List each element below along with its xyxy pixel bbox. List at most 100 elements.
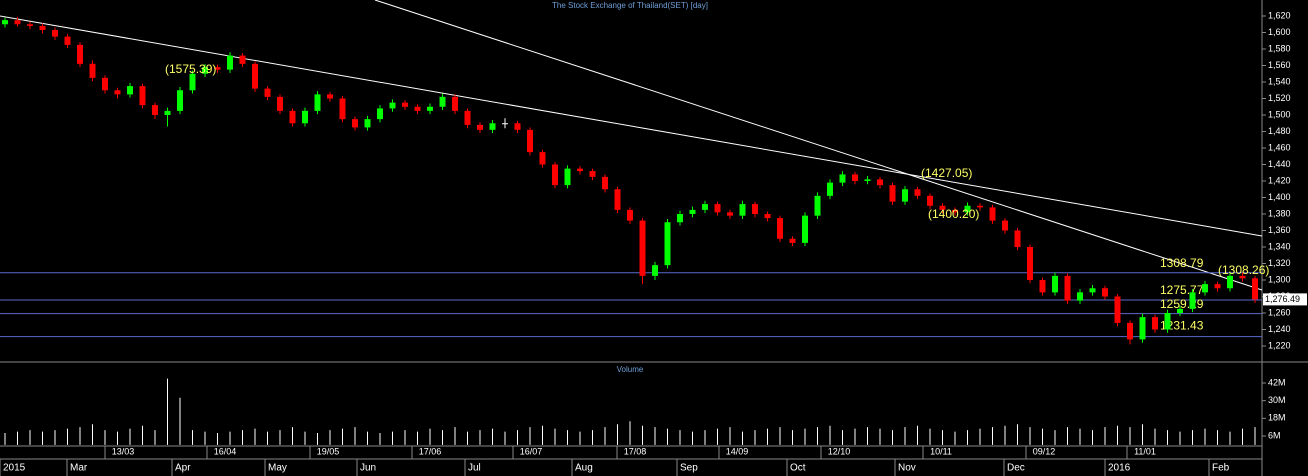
- candle-body: [689, 209, 696, 214]
- y-tick-label: 1,560: [1268, 60, 1291, 70]
- volume-tick-label: 30M: [1268, 395, 1286, 405]
- candle-body: [914, 189, 921, 196]
- x-tick-label: Jun: [360, 463, 376, 474]
- candle-body: [727, 212, 733, 216]
- candle-body: [427, 106, 433, 111]
- candle-body: [289, 110, 296, 124]
- candle-body: [614, 189, 621, 210]
- y-tick-label: 1,240: [1268, 324, 1291, 334]
- x-tick-label: 17/06: [419, 446, 442, 456]
- candle-body: [1114, 296, 1121, 323]
- x-tick-label: Mar: [70, 463, 88, 474]
- level-label: 1275.77: [1160, 283, 1204, 297]
- x-tick-label: May: [268, 463, 287, 474]
- x-tick-label: 13/03: [112, 446, 135, 456]
- candle-body: [1039, 280, 1046, 293]
- trend-line: [374, 0, 1263, 291]
- volume-title: Volume: [617, 365, 644, 374]
- x-tick-label: 09/12: [1033, 446, 1056, 456]
- candle-body: [239, 55, 246, 64]
- x-tick-label: Feb: [1212, 463, 1230, 474]
- candle-body: [664, 222, 671, 266]
- y-tick-label: 1,340: [1268, 241, 1291, 251]
- candle-body: [702, 204, 708, 210]
- candle-body: [352, 119, 358, 128]
- level-label: 1259.29: [1160, 297, 1204, 311]
- candle-body: [902, 189, 908, 202]
- candle-body: [464, 110, 471, 125]
- candle-body: [1239, 275, 1246, 279]
- candle-body: [302, 110, 308, 124]
- candle-body: [214, 67, 221, 70]
- candle-body: [1127, 322, 1133, 340]
- trend-line: [0, 15, 1263, 237]
- candle-body: [1227, 275, 1233, 289]
- candle-body: [164, 110, 171, 115]
- candle-body: [589, 171, 596, 177]
- x-tick-label: Nov: [898, 463, 916, 474]
- candle-body: [102, 77, 108, 91]
- candle-body: [1077, 292, 1083, 301]
- candle-body: [377, 108, 383, 120]
- annotation: (1575.39): [165, 62, 216, 76]
- x-tick-label: 11/01: [1134, 446, 1156, 456]
- candle-body: [39, 25, 46, 31]
- candle-body: [489, 123, 496, 130]
- candle-body: [714, 204, 721, 213]
- last-price-label: 1,276.49: [1265, 294, 1300, 304]
- x-tick-label: Apr: [175, 463, 191, 474]
- annotation: (1308.26): [1218, 263, 1269, 277]
- candle-body: [14, 20, 21, 25]
- y-tick-label: 1,320: [1268, 258, 1291, 268]
- candle-body: [1189, 292, 1196, 309]
- level-label: 1308.79: [1160, 256, 1204, 270]
- candle-body: [514, 123, 521, 130]
- candle-body: [1089, 288, 1096, 293]
- candle-body: [1202, 284, 1208, 293]
- y-tick-label: 1,360: [1268, 225, 1291, 235]
- candle-body: [77, 44, 83, 64]
- volume-tick-label: 18M: [1268, 413, 1286, 423]
- x-tick-label: Aug: [575, 463, 593, 474]
- candle-body: [477, 124, 483, 130]
- candle-body: [1177, 308, 1183, 313]
- candle-body: [827, 182, 833, 196]
- candle-body: [339, 98, 346, 120]
- candle-body: [814, 195, 821, 216]
- annotation: (1400.20): [928, 207, 979, 221]
- candle-body: [414, 106, 421, 111]
- y-tick-label: 1,220: [1268, 340, 1291, 350]
- candle-body: [564, 168, 571, 186]
- candle-body: [402, 102, 408, 107]
- candle-body: [739, 204, 746, 216]
- candle-body: [439, 96, 446, 107]
- y-tick-label: 1,260: [1268, 307, 1291, 317]
- candle-body: [527, 129, 533, 153]
- candle-body: [264, 88, 271, 97]
- candle-body: [1152, 317, 1158, 330]
- candle-body: [764, 214, 771, 219]
- candle-body: [1052, 275, 1058, 293]
- candle-body: [27, 24, 33, 26]
- candle-body: [889, 185, 896, 202]
- candle-body: [752, 204, 758, 214]
- candle-body: [939, 205, 946, 210]
- candle-body: [139, 86, 146, 106]
- y-tick-label: 1,580: [1268, 43, 1291, 53]
- level-label: 1231.43: [1160, 319, 1204, 333]
- candle-body: [964, 205, 971, 213]
- x-tick-label: 2016: [1108, 463, 1131, 474]
- x-tick-label: Dec: [1007, 463, 1025, 474]
- candle-body: [177, 90, 183, 111]
- candle-body: [977, 205, 983, 208]
- candle-body: [952, 209, 958, 213]
- candle-body: [52, 30, 58, 37]
- candle-body: [577, 168, 583, 172]
- candle-body: [1064, 275, 1071, 301]
- volume-tick-label: 42M: [1268, 377, 1286, 387]
- candle-body: [777, 218, 783, 239]
- x-tick-label: Jul: [468, 463, 481, 474]
- candle-body: [852, 174, 858, 181]
